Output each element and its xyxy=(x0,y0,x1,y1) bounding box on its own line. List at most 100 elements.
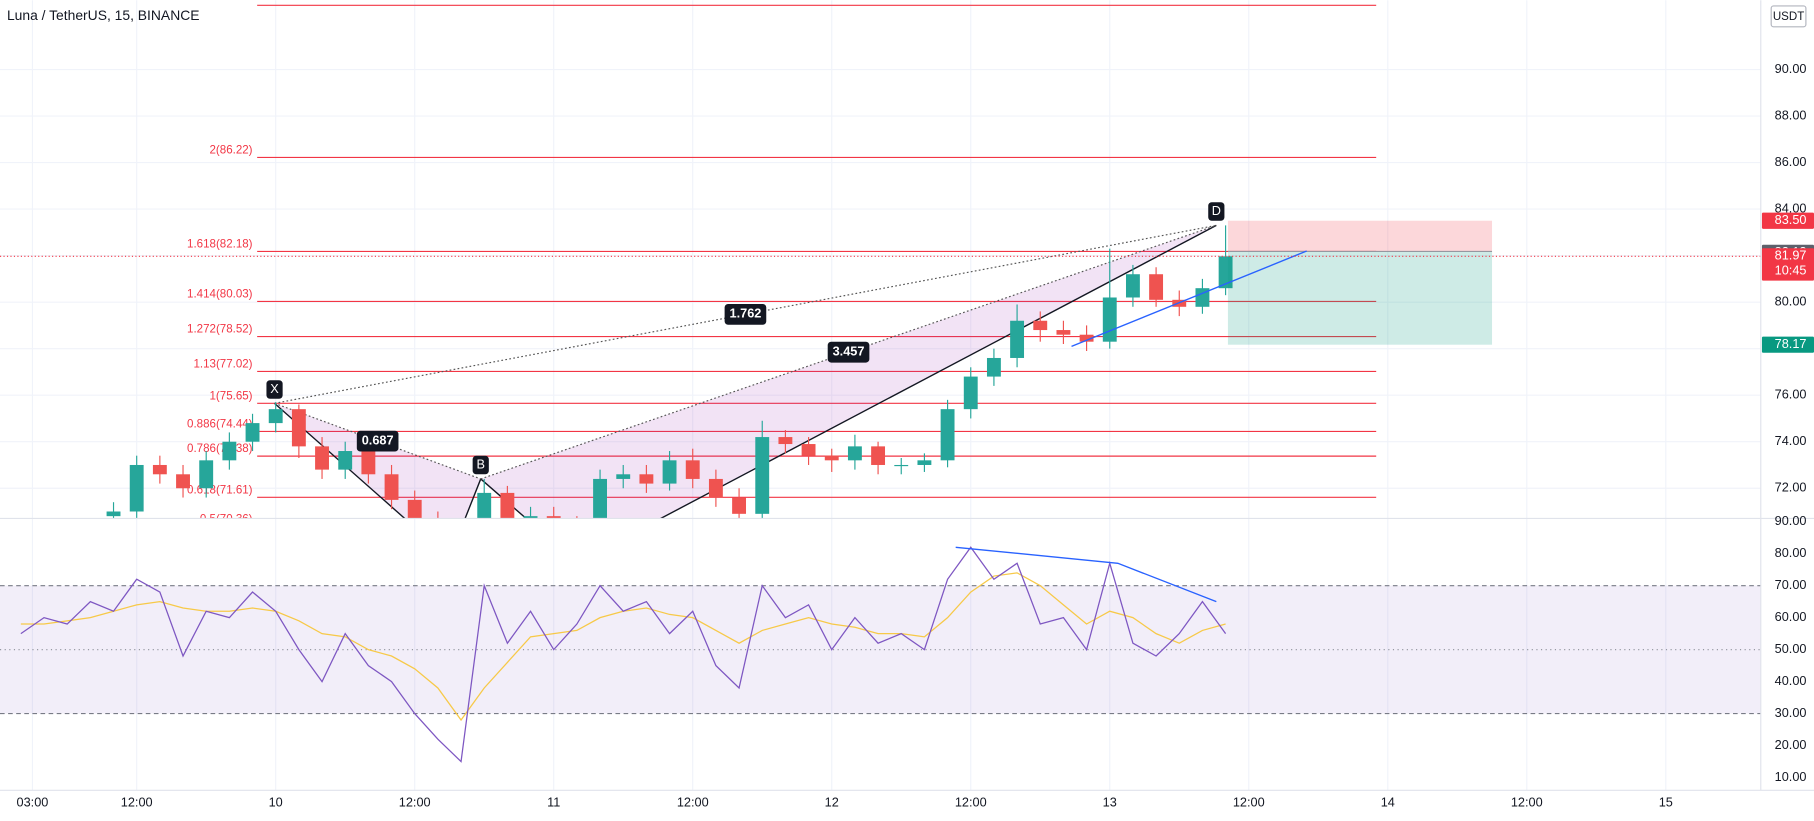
divergence-line xyxy=(955,546,1217,603)
x-tick-label: 12 xyxy=(825,794,839,809)
y-tick-label: 84.00 xyxy=(1775,200,1807,215)
x-tick-label: 12:00 xyxy=(1233,794,1265,809)
rsi-tick-label: 10.00 xyxy=(1775,769,1807,784)
rsi-tick-label: 20.00 xyxy=(1775,737,1807,752)
point-box xyxy=(266,380,283,399)
candle-body xyxy=(176,474,190,489)
fib-label: 0.786(73.38) xyxy=(187,443,253,455)
candle-body xyxy=(963,376,978,410)
rsi-pane xyxy=(0,546,1761,763)
fib-label: 0.5(70.36) xyxy=(200,513,253,525)
x-tick-label: 12:00 xyxy=(399,794,431,809)
candle-body xyxy=(570,525,584,534)
pattern-leg xyxy=(464,478,482,519)
candle-body xyxy=(1195,288,1210,307)
fib-label: 1.618(82.18) xyxy=(187,239,253,251)
candle-body xyxy=(106,511,121,517)
candle-body xyxy=(222,441,237,461)
price-tag xyxy=(1761,212,1814,229)
y-tick-label: 88.00 xyxy=(1775,107,1807,122)
pattern-fill xyxy=(274,403,481,519)
candle-body xyxy=(917,460,932,465)
candle-body xyxy=(755,437,770,514)
price-tag-label: 83.50 xyxy=(1775,212,1807,227)
candle-body xyxy=(407,499,422,519)
candle-body xyxy=(384,474,399,500)
fib-label: 2(86.22) xyxy=(210,145,253,157)
ratio-box xyxy=(356,430,399,452)
fib-label: 0.886(74.44) xyxy=(187,419,253,431)
pattern-leg xyxy=(480,478,528,519)
candle-body xyxy=(245,423,260,442)
candle-body xyxy=(662,460,677,484)
point-label: B xyxy=(476,456,484,471)
pattern-leg xyxy=(659,224,1217,519)
price-tag-label: 78.17 xyxy=(1775,336,1807,351)
price-tag-label: 81.97 xyxy=(1775,248,1807,263)
candle-body xyxy=(1079,334,1094,342)
fib-label: 1.13(77.02) xyxy=(193,359,252,371)
x-tick-label: 13 xyxy=(1103,794,1117,809)
x-tick-label: 14 xyxy=(1381,794,1395,809)
stop-zone xyxy=(1227,220,1493,252)
point-label: D xyxy=(1212,203,1221,218)
y-tick-label: 80.00 xyxy=(1775,294,1807,309)
candle-body xyxy=(152,464,167,475)
candle-body xyxy=(1010,320,1025,358)
x-tick-label: 03:00 xyxy=(17,794,49,809)
currency-box[interactable] xyxy=(1770,5,1807,28)
ratio-box xyxy=(724,303,767,325)
candle-body xyxy=(593,478,607,519)
y-tick-label: 72.00 xyxy=(1775,480,1807,495)
candle-body xyxy=(801,444,816,456)
fib-label: 1.414(80.03) xyxy=(187,289,253,301)
candle-body xyxy=(1102,297,1117,342)
candle-body xyxy=(940,409,955,461)
price-tag xyxy=(1761,336,1814,353)
y-tick-label: 86.00 xyxy=(1775,154,1807,169)
price-pane: 2(86.22) 1.618(82.18) 1.414(80.03) 1.272(78… xyxy=(0,4,1761,546)
ratio-label: 0.687 xyxy=(362,432,394,447)
rsi-tick-label: 70.00 xyxy=(1775,577,1807,592)
candle-body xyxy=(824,455,839,461)
pattern-fill xyxy=(480,225,1217,519)
x-tick-label: 12:00 xyxy=(1511,794,1543,809)
candle-body xyxy=(616,474,631,479)
ratio-label: 1.762 xyxy=(730,306,762,321)
rsi-line xyxy=(20,546,1227,763)
rsi-tick-label: 80.00 xyxy=(1775,545,1807,560)
currency: USDT xyxy=(1773,11,1804,23)
candle-body xyxy=(523,516,538,519)
point-box xyxy=(472,455,489,475)
rsi-tick-label: 60.00 xyxy=(1775,609,1807,624)
x-tick-label: 11 xyxy=(547,794,560,809)
trendline xyxy=(1071,250,1307,347)
rsi-tick-label: 40.00 xyxy=(1775,673,1807,688)
target-zone xyxy=(1227,251,1493,345)
candle-body xyxy=(500,492,515,519)
price-tag xyxy=(1761,248,1814,281)
fib-label: 1.272(78.52) xyxy=(187,324,253,336)
candle-body xyxy=(454,539,468,546)
candle-body xyxy=(1125,274,1140,298)
ratio-box xyxy=(827,341,870,363)
candle-body xyxy=(732,497,747,514)
candle-body xyxy=(871,446,886,465)
candle-body xyxy=(361,451,376,475)
x-tick-label: 15 xyxy=(1659,794,1673,809)
fib-label: 1(75.65) xyxy=(210,390,253,402)
candle-body xyxy=(315,446,329,470)
candle-body xyxy=(685,460,700,479)
y-tick-label: 76.00 xyxy=(1775,387,1807,402)
candle-body xyxy=(338,451,353,470)
candle-body xyxy=(268,409,283,424)
candle-body xyxy=(847,446,862,461)
rsi-tick-label: 50.00 xyxy=(1775,641,1807,656)
candle-body xyxy=(1056,330,1071,335)
candle-body xyxy=(546,516,561,519)
y-tick-label: 90.00 xyxy=(1775,61,1807,76)
candle-body xyxy=(1033,320,1048,331)
y-tick-label: 74.00 xyxy=(1775,433,1807,448)
